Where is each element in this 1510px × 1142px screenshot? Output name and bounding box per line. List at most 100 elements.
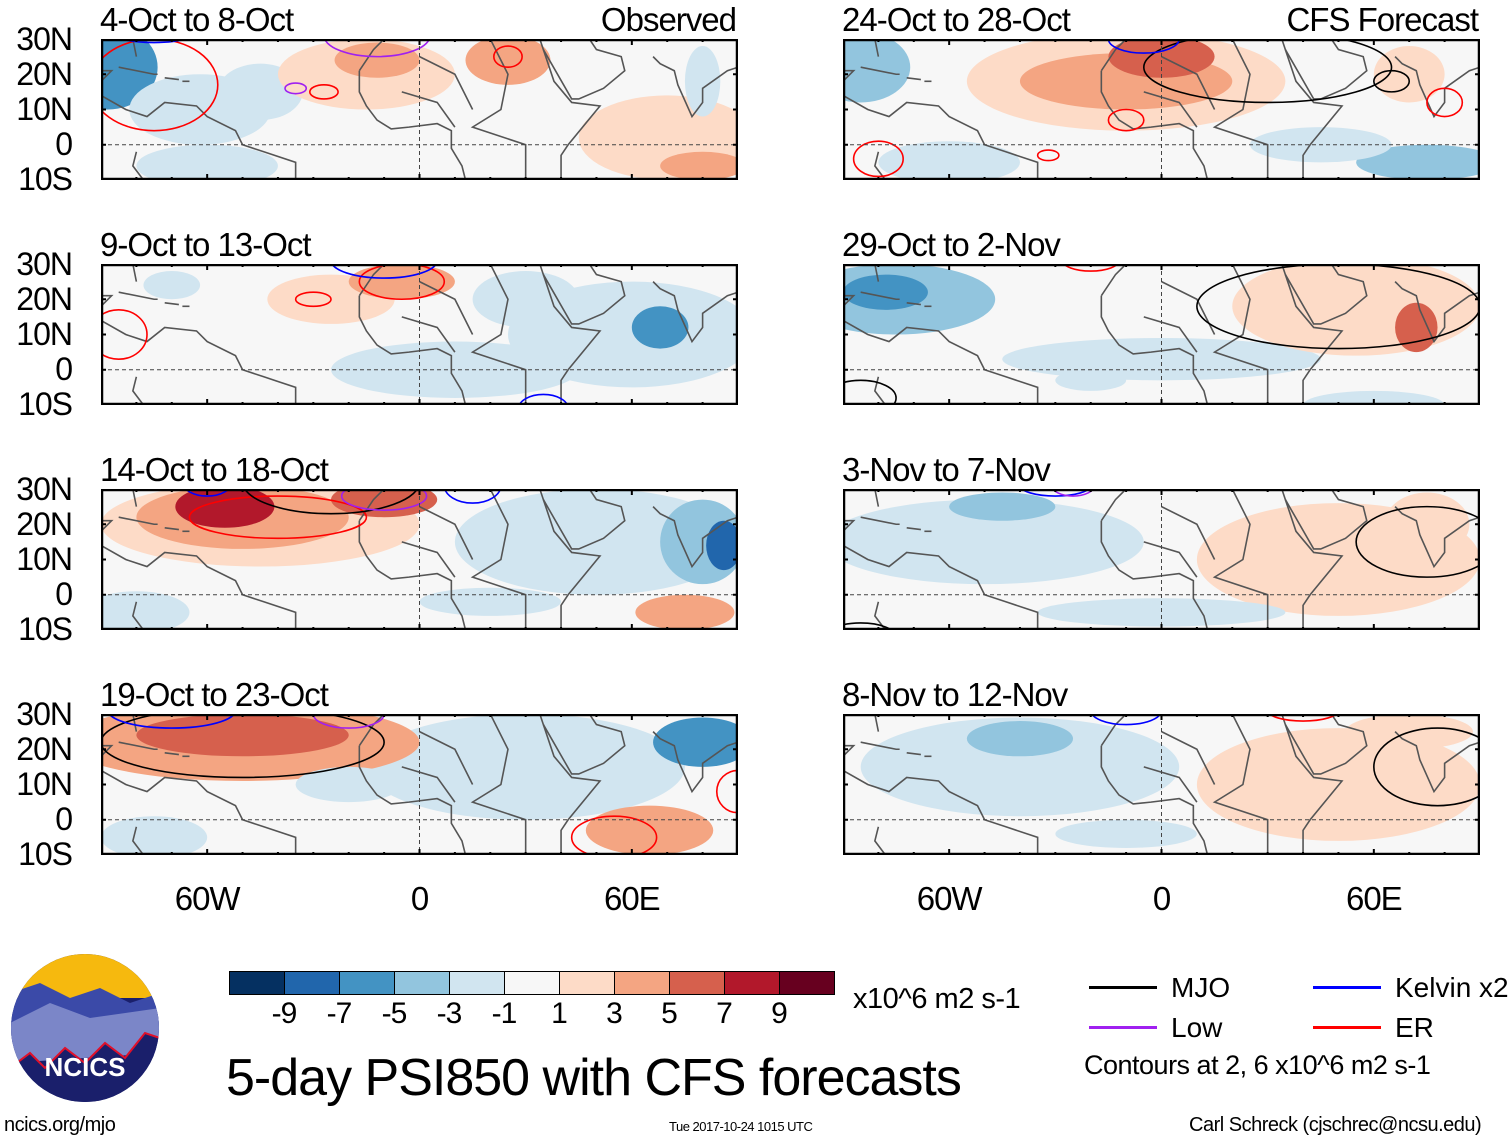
panel-title: 24-Oct to 28-Oct — [842, 1, 1071, 38]
wave-contour — [843, 379, 897, 405]
coastline — [131, 826, 145, 855]
coastline — [1284, 489, 1368, 550]
psi-anomaly-shading — [1055, 369, 1127, 391]
coastline — [1394, 281, 1480, 344]
coastline — [539, 39, 602, 180]
coastline — [419, 55, 474, 110]
coastline — [539, 489, 602, 630]
legend-label: Kelvin x2 — [1395, 972, 1509, 1003]
coastline — [401, 91, 456, 128]
longitude-label: 60E — [1345, 880, 1403, 917]
coastline — [132, 489, 138, 507]
wave-contour — [1373, 69, 1411, 93]
coastline — [1143, 766, 1198, 803]
coastline — [1143, 541, 1198, 578]
wave-contour — [323, 39, 431, 58]
psi-anomaly-shading — [1055, 819, 1197, 848]
colorbar-swatch — [669, 971, 725, 995]
coastline — [131, 601, 145, 630]
coastline — [542, 489, 626, 550]
legend-label: Low — [1171, 1012, 1223, 1043]
coastline — [1284, 714, 1368, 775]
coastline — [874, 489, 880, 507]
coastline — [164, 301, 179, 306]
latitude-label: 10S — [18, 836, 73, 872]
panel-title: 4-Oct to 8-Oct — [100, 1, 294, 38]
wave-contour — [294, 291, 332, 308]
latitude-label: 20N — [16, 506, 73, 542]
coastline — [542, 714, 626, 775]
contour-note: Contours at 2, 6 x10^6 m2 s-1 — [1084, 1050, 1431, 1080]
panel-source-label: CFS Forecast — [1286, 1, 1479, 38]
psi-anomaly-shading — [706, 520, 738, 571]
colorbar-tick-label: 1 — [551, 997, 568, 1030]
coastline — [118, 741, 158, 751]
coastline — [1284, 39, 1368, 100]
coastline — [1143, 91, 1198, 128]
wave-contour — [243, 489, 419, 515]
latitude-label: 30N — [16, 21, 73, 57]
coastline — [652, 506, 738, 569]
wave-contour — [284, 82, 308, 95]
wave-contour — [118, 39, 190, 44]
latitude-label: 0 — [55, 126, 73, 162]
psi-anomaly-shading — [334, 42, 420, 78]
psi-anomaly-shading — [1384, 492, 1470, 556]
psi-anomaly-shading — [366, 714, 685, 820]
wave-contour — [1355, 505, 1480, 578]
legend-line-mjo — [1089, 986, 1157, 989]
footer-url[interactable]: ncics.org/mjo — [4, 1114, 116, 1136]
wave-contour — [1090, 714, 1162, 726]
footer-timestamp: Tue 2017-10-24 1015 UTC — [669, 1119, 813, 1134]
coastline — [1100, 264, 1127, 297]
panel-title: 29-Oct to 2-Nov — [842, 226, 1061, 263]
coastline — [401, 766, 456, 803]
map-panel — [843, 489, 1480, 630]
latitude-label: 10N — [16, 316, 73, 352]
coastline — [164, 751, 179, 756]
coastline — [843, 769, 1039, 855]
colorbar-swatch — [449, 971, 505, 995]
psi-anomaly-shading — [949, 492, 1056, 521]
coastline — [906, 76, 921, 81]
coastline — [358, 745, 467, 855]
coastline — [131, 376, 145, 405]
coastline — [101, 294, 114, 307]
coastline — [843, 319, 1039, 405]
wave-contour — [312, 714, 385, 729]
latitude-label: 20N — [16, 56, 73, 92]
coastline — [419, 730, 474, 785]
coastline — [906, 526, 921, 531]
map-frame — [843, 39, 1480, 180]
psi-anomaly-shading — [684, 46, 721, 117]
colorbar-tick-label: -9 — [271, 997, 298, 1030]
map-frame — [101, 489, 738, 630]
coastline — [132, 264, 138, 282]
wave-contour — [188, 495, 368, 540]
coastline — [401, 316, 456, 353]
wave-contour — [101, 39, 219, 132]
coastline — [419, 505, 474, 560]
latitude-label: 20N — [16, 731, 73, 767]
coastline — [118, 66, 158, 76]
coastline — [874, 714, 880, 732]
coastline — [164, 76, 179, 81]
latitude-label: 0 — [55, 351, 73, 387]
psi-anomaly-shading — [472, 271, 579, 328]
coastline — [1281, 264, 1344, 405]
longitude-label: 60W — [916, 880, 983, 917]
colorbar-swatch — [339, 971, 395, 995]
coastline — [358, 264, 385, 297]
longitude-label: 0 — [1152, 880, 1171, 917]
map-panel — [843, 264, 1480, 405]
coastline — [1100, 295, 1209, 405]
psi-anomaly-shading — [966, 721, 1074, 757]
latitude-label: 0 — [55, 801, 73, 837]
coastline — [874, 39, 880, 57]
footer-author: Carl Schreck (cjschrec@ncsu.edu) — [1189, 1114, 1482, 1136]
psi-anomaly-shading — [419, 587, 562, 616]
latitude-label: 20N — [16, 281, 73, 317]
colorbar-swatch — [394, 971, 450, 995]
psi-anomaly-shading — [1303, 390, 1445, 405]
wave-contour — [101, 309, 148, 360]
